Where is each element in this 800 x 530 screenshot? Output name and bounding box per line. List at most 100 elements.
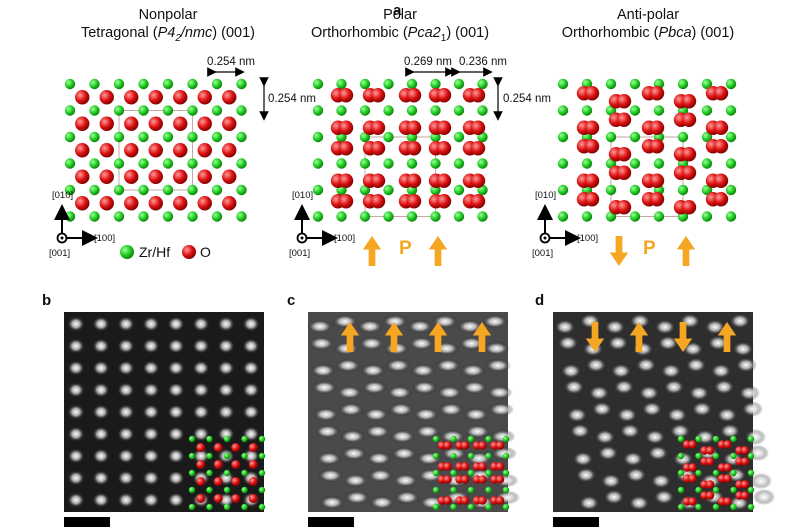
structure-polar (312, 78, 488, 222)
o-atom (338, 141, 354, 156)
atom-column (344, 490, 370, 505)
stem-arrow-down (585, 322, 605, 352)
title-antipolar-line2: Orthorhombic (Pbca) (001) (561, 25, 735, 41)
panel-letter-b: b (42, 292, 52, 309)
o-atom (470, 173, 486, 188)
zr-atom (557, 184, 569, 196)
zr-atom (725, 184, 737, 196)
zr-atom (677, 184, 689, 196)
zr-atom (383, 78, 394, 90)
o-atom (148, 116, 163, 131)
zr-atom (89, 211, 100, 222)
overlay-o-atom (740, 457, 750, 466)
zr-atom (430, 211, 441, 222)
zr-atom (236, 78, 247, 90)
atom-column (460, 363, 486, 378)
stem-arrow-up (472, 322, 492, 352)
zr-atom (629, 158, 641, 169)
o-atom (197, 169, 212, 184)
overlay-zr-atom (485, 486, 492, 494)
atom-column (242, 404, 260, 420)
zr-atom (113, 78, 125, 90)
title-nonpolar-line2: Tetragonal (P42/nmc) (001) (80, 25, 256, 44)
zr-atom (64, 131, 76, 143)
o-atom (338, 173, 354, 188)
o-atom (470, 88, 486, 103)
scale-bar-c (308, 517, 354, 527)
o-atom (406, 141, 422, 156)
atom-column (367, 468, 394, 483)
atom-column (560, 363, 582, 379)
overlay-o-atom (495, 475, 505, 484)
overlay-zr-atom (485, 435, 492, 443)
overlay-o-atom (688, 463, 697, 472)
overlay-zr-atom (730, 469, 737, 477)
atom-column (458, 336, 485, 351)
atom-column (394, 490, 420, 505)
atom-column (341, 446, 367, 461)
zr-atom (701, 105, 713, 116)
atom-column (407, 319, 433, 334)
overlay-zr-atom (241, 486, 248, 494)
overlay-o-atom (460, 441, 470, 450)
atom-column (660, 363, 682, 379)
zr-atom (477, 78, 488, 90)
panel-letter-a: a (393, 2, 402, 19)
title-polar-line1: Polar (383, 7, 417, 23)
atom-column (142, 470, 160, 486)
atom-column (688, 385, 710, 401)
o-atom (338, 194, 354, 209)
atom-column (117, 492, 135, 508)
overlay-zr-atom (485, 469, 492, 477)
overlay-o-atom (478, 441, 487, 450)
overlay-zr-atom (450, 486, 457, 494)
overlay-zr-atom (223, 503, 231, 511)
o-atom (681, 200, 697, 215)
zr-atom (605, 78, 617, 90)
zr-atom (236, 184, 247, 196)
title-antipolar-line1: Anti-polar (616, 7, 680, 23)
atom-column (167, 426, 185, 442)
zr-atom (211, 105, 223, 116)
atom-column (242, 360, 260, 376)
overlay-zr-atom (258, 452, 266, 460)
atom-column (67, 382, 85, 398)
o-atom (681, 147, 697, 162)
zr-atom (236, 211, 247, 222)
zr-atom (312, 211, 324, 222)
zr-atom (430, 105, 441, 116)
o-atom (99, 196, 114, 211)
zr-atom (701, 184, 713, 196)
atom-column (92, 404, 110, 420)
o-atom (173, 143, 188, 158)
overlay-zr-atom (695, 503, 702, 511)
zr-atom (113, 131, 125, 143)
o-atom (148, 169, 163, 184)
zr-atom (64, 184, 76, 196)
atom-column (575, 467, 597, 483)
overlay-zr-atom (467, 469, 475, 477)
overlay-zr-atom (712, 486, 720, 494)
atom-column (192, 338, 210, 354)
atom-column (657, 335, 679, 351)
zr-atom (701, 211, 713, 222)
atom-column (311, 380, 338, 395)
o-atom (99, 169, 114, 184)
zr-atom (336, 105, 347, 116)
zr-atom (138, 78, 149, 90)
overlay-zr-atom (485, 503, 492, 511)
zr-atom (383, 184, 394, 196)
overlay-o-atom (460, 496, 470, 505)
zr-atom (701, 158, 713, 169)
atom-column (557, 335, 579, 351)
atom-column (413, 407, 439, 422)
dim-tet-vertical: 0.254 nm (268, 93, 316, 105)
atom-column (486, 385, 513, 400)
atom-column (491, 446, 517, 461)
overlay-zr-atom (730, 486, 737, 494)
o-atom (436, 194, 452, 209)
zr-atom (89, 184, 100, 196)
overlay-o-atom (213, 460, 223, 469)
atom-column (653, 489, 675, 505)
overlay-o-atom (196, 443, 206, 452)
